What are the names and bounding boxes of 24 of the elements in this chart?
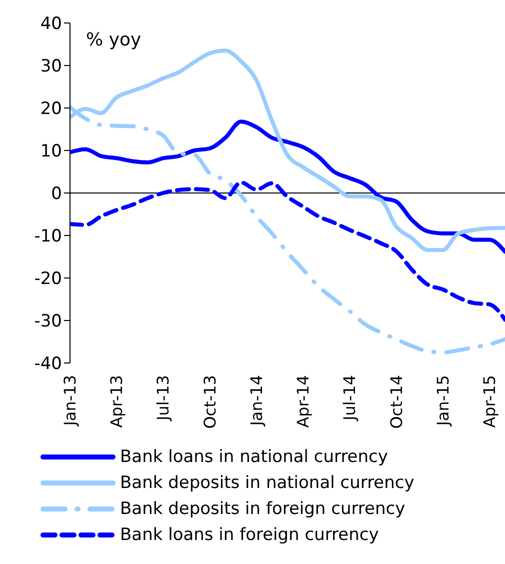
x-tick-label: Jan-14 — [246, 375, 266, 427]
x-tick-label: Oct-14 — [386, 375, 406, 429]
legend-label: Bank deposits in national currency — [120, 473, 414, 493]
x-tick-label: Apr-14 — [294, 375, 313, 428]
x-tick-label: Jul-13 — [154, 375, 173, 422]
x-tick-label: Apr-15 — [480, 375, 499, 428]
x-tick-label: Jan-13 — [60, 375, 80, 427]
y-tick-label: 40 — [40, 14, 62, 34]
y-tick-label: -10 — [34, 226, 62, 247]
y-tick-label: -30 — [34, 312, 62, 332]
y-tick-label: -40 — [34, 354, 62, 374]
legend-label: Bank deposits in foreign currency — [120, 499, 406, 519]
y-tick-label: -20 — [34, 269, 62, 290]
legend-label: Bank loans in national currency — [120, 447, 388, 467]
x-tick-label: Jan-15 — [433, 375, 452, 427]
legend-label: Bank loans in foreign currency — [120, 525, 379, 545]
y-axis-title: % yoy — [86, 30, 142, 50]
y-tick-label: 20 — [40, 99, 62, 120]
x-tick-label: Jul-14 — [340, 375, 360, 422]
x-tick-label: Apr-13 — [107, 375, 126, 428]
y-tick-label: 30 — [40, 56, 62, 77]
x-tick-label: Oct-13 — [200, 375, 220, 429]
y-tick-label: 10 — [40, 142, 62, 162]
y-tick-label: 0 — [51, 184, 62, 204]
